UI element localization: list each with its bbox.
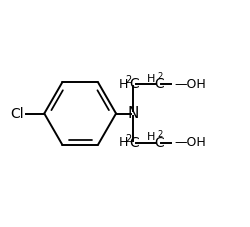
Text: —OH: —OH [174, 136, 206, 149]
Text: C: C [129, 77, 139, 91]
Text: C: C [129, 136, 139, 150]
Text: H: H [147, 132, 155, 142]
Text: 2: 2 [158, 72, 163, 81]
Text: H: H [147, 74, 155, 84]
Text: 2: 2 [126, 75, 132, 85]
Text: N: N [127, 106, 138, 121]
Text: C: C [154, 77, 164, 91]
Text: 2: 2 [126, 134, 132, 144]
Text: H: H [118, 136, 128, 149]
Text: C: C [154, 136, 164, 150]
Text: 2: 2 [158, 130, 163, 139]
Text: H: H [118, 78, 128, 91]
Text: —OH: —OH [174, 78, 206, 91]
Text: Cl: Cl [10, 106, 24, 121]
